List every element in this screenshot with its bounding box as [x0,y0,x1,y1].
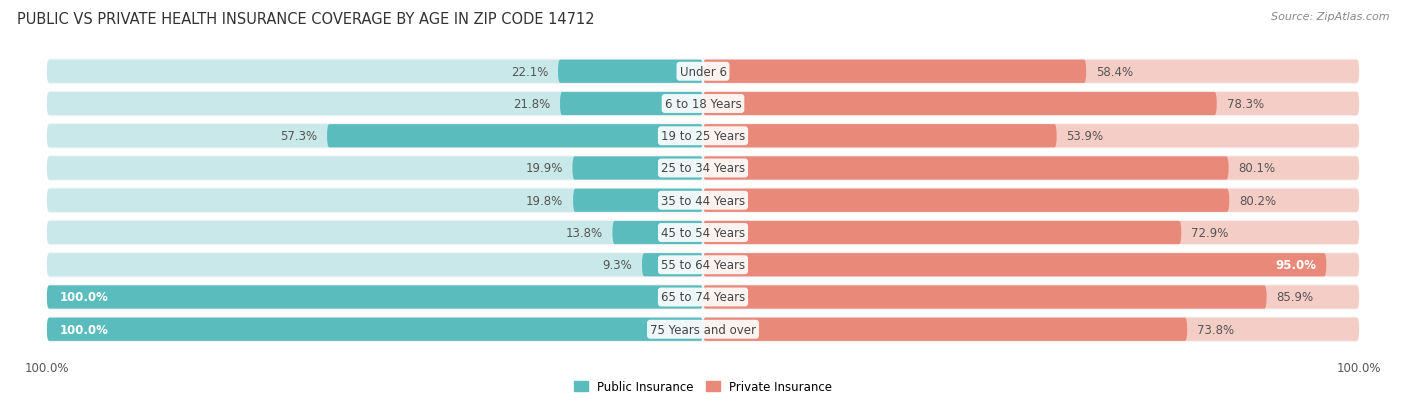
Text: 45 to 54 Years: 45 to 54 Years [661,226,745,240]
FancyBboxPatch shape [46,156,1360,181]
FancyBboxPatch shape [703,157,1229,180]
FancyBboxPatch shape [613,221,703,244]
FancyBboxPatch shape [703,189,1360,212]
FancyBboxPatch shape [46,254,703,277]
Text: 65 to 74 Years: 65 to 74 Years [661,291,745,304]
FancyBboxPatch shape [703,189,1229,212]
Text: 19 to 25 Years: 19 to 25 Years [661,130,745,143]
FancyBboxPatch shape [643,254,703,277]
Text: 25 to 34 Years: 25 to 34 Years [661,162,745,175]
Text: 85.9%: 85.9% [1277,291,1313,304]
Legend: Public Insurance, Private Insurance: Public Insurance, Private Insurance [569,376,837,398]
FancyBboxPatch shape [46,318,703,341]
FancyBboxPatch shape [46,252,1360,278]
FancyBboxPatch shape [703,125,1360,148]
Text: 73.8%: 73.8% [1197,323,1234,336]
FancyBboxPatch shape [46,125,703,148]
Text: 9.3%: 9.3% [602,259,633,272]
FancyBboxPatch shape [558,60,703,84]
Text: 80.1%: 80.1% [1239,162,1275,175]
FancyBboxPatch shape [46,285,1360,310]
FancyBboxPatch shape [46,220,1360,246]
FancyBboxPatch shape [703,318,1187,341]
FancyBboxPatch shape [46,286,703,309]
FancyBboxPatch shape [46,157,703,180]
FancyBboxPatch shape [46,93,703,116]
Text: 72.9%: 72.9% [1191,226,1229,240]
Text: 57.3%: 57.3% [280,130,318,143]
FancyBboxPatch shape [46,60,703,84]
FancyBboxPatch shape [46,318,703,341]
FancyBboxPatch shape [703,93,1216,116]
Text: 80.2%: 80.2% [1239,194,1277,207]
FancyBboxPatch shape [703,318,1360,341]
Text: 22.1%: 22.1% [510,66,548,78]
FancyBboxPatch shape [46,317,1360,342]
FancyBboxPatch shape [703,221,1360,244]
Text: 35 to 44 Years: 35 to 44 Years [661,194,745,207]
FancyBboxPatch shape [703,286,1267,309]
Text: Source: ZipAtlas.com: Source: ZipAtlas.com [1271,12,1389,22]
FancyBboxPatch shape [46,286,703,309]
FancyBboxPatch shape [703,157,1360,180]
FancyBboxPatch shape [703,286,1360,309]
Text: PUBLIC VS PRIVATE HEALTH INSURANCE COVERAGE BY AGE IN ZIP CODE 14712: PUBLIC VS PRIVATE HEALTH INSURANCE COVER… [17,12,595,27]
FancyBboxPatch shape [703,60,1087,84]
Text: 78.3%: 78.3% [1226,98,1264,111]
Text: 95.0%: 95.0% [1275,259,1316,272]
FancyBboxPatch shape [328,125,703,148]
FancyBboxPatch shape [46,188,1360,214]
FancyBboxPatch shape [703,254,1360,277]
FancyBboxPatch shape [703,60,1360,84]
FancyBboxPatch shape [560,93,703,116]
FancyBboxPatch shape [46,59,1360,85]
FancyBboxPatch shape [46,123,1360,149]
Text: 6 to 18 Years: 6 to 18 Years [665,98,741,111]
FancyBboxPatch shape [46,91,1360,117]
FancyBboxPatch shape [703,93,1360,116]
Text: 100.0%: 100.0% [60,323,108,336]
FancyBboxPatch shape [46,189,703,212]
Text: 100.0%: 100.0% [60,291,108,304]
FancyBboxPatch shape [574,189,703,212]
Text: 21.8%: 21.8% [513,98,550,111]
Text: 58.4%: 58.4% [1097,66,1133,78]
FancyBboxPatch shape [46,221,703,244]
FancyBboxPatch shape [703,221,1181,244]
Text: 53.9%: 53.9% [1067,130,1104,143]
Text: 13.8%: 13.8% [565,226,603,240]
Text: 75 Years and over: 75 Years and over [650,323,756,336]
FancyBboxPatch shape [703,254,1326,277]
Text: 55 to 64 Years: 55 to 64 Years [661,259,745,272]
FancyBboxPatch shape [703,125,1057,148]
Text: 19.9%: 19.9% [526,162,562,175]
Text: 19.8%: 19.8% [526,194,564,207]
Text: Under 6: Under 6 [679,66,727,78]
FancyBboxPatch shape [572,157,703,180]
